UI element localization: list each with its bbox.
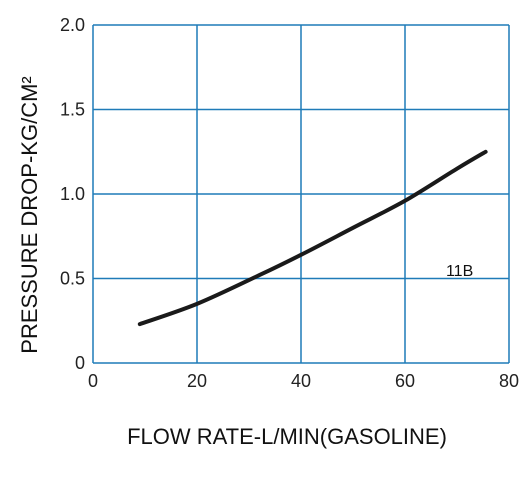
y-tick-label: 0 (75, 353, 85, 373)
y-tick-label: 2.0 (60, 15, 85, 35)
y-tick-labels: 0 0.5 1.0 1.5 2.0 (60, 15, 85, 373)
y-tick-label: 0.5 (60, 269, 85, 289)
x-tick-label: 40 (291, 371, 311, 391)
y-axis-title: PRESSURE DROP-KG/CM² (17, 76, 42, 353)
x-tick-label: 0 (88, 371, 98, 391)
x-tick-labels: 0 20 40 60 80 (88, 371, 519, 391)
series-layer: 11B (137, 149, 488, 327)
series-line-11B (137, 149, 488, 327)
x-tick-label: 20 (187, 371, 207, 391)
y-tick-label: 1.5 (60, 100, 85, 120)
x-axis-title: FLOW RATE-L/MIN(GASOLINE) (127, 424, 447, 449)
series-label: 11B (446, 263, 473, 280)
y-tick-label: 1.0 (60, 184, 85, 204)
x-tick-label: 80 (499, 371, 519, 391)
x-tick-label: 60 (395, 371, 415, 391)
grid (92, 24, 510, 364)
